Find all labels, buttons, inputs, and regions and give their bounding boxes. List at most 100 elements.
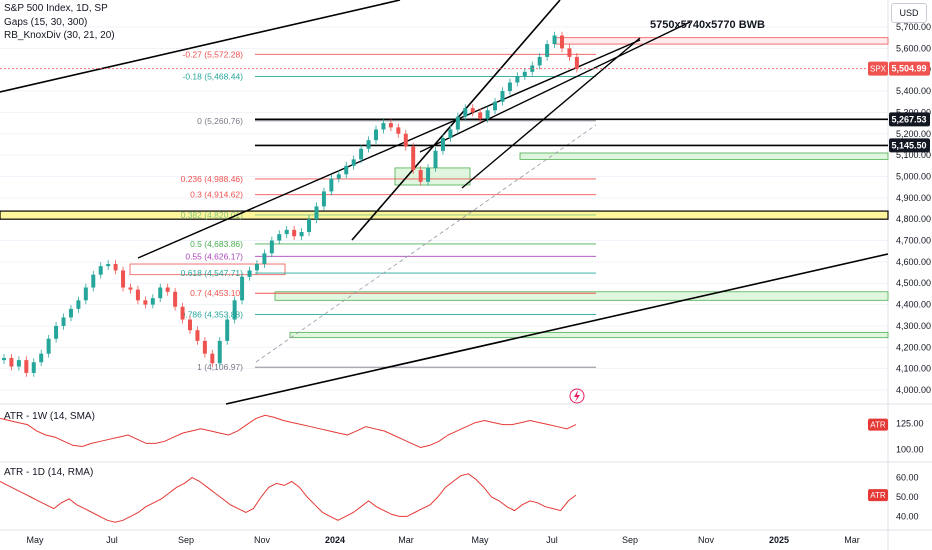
candle-body bbox=[307, 219, 312, 232]
candle-body bbox=[106, 264, 111, 267]
price-axis[interactable]: 4,000.00 4,100.00 4,200.00 4,300.00 4,400.00… bbox=[0, 22, 931, 395]
candle-body bbox=[292, 229, 297, 237]
price-tick-label: 5,000.00 bbox=[896, 171, 931, 181]
trendline bbox=[461, 37, 641, 189]
candle-body bbox=[9, 357, 14, 367]
candle-body bbox=[68, 308, 73, 318]
fib-label: 0.618 (4,547.71) bbox=[181, 268, 244, 278]
candle-body bbox=[545, 44, 550, 57]
candle-body bbox=[574, 56, 579, 69]
time-tick-label: Sep bbox=[622, 535, 638, 545]
fib-label: 0.382 (4,820.01) bbox=[181, 210, 244, 220]
candle-body bbox=[91, 274, 96, 288]
candle-body bbox=[188, 319, 192, 331]
candle-body bbox=[455, 116, 460, 130]
candle-body bbox=[180, 306, 185, 320]
price-tick-label: 5,700.00 bbox=[896, 22, 931, 32]
time-tick-label: May bbox=[26, 535, 44, 545]
fib-label: 0.3 (4,914.62) bbox=[190, 190, 243, 200]
legend-atr-daily[interactable]: ATR - 1D (14, RMA) bbox=[4, 467, 94, 478]
legend-atr-weekly[interactable]: ATR - 1W (14, SMA) bbox=[4, 411, 95, 422]
candle-body bbox=[225, 319, 230, 341]
time-tick-label: Mar bbox=[844, 535, 860, 545]
price-tick-label: 4,500.00 bbox=[896, 278, 931, 288]
fib-label: 0.786 (4,353.88) bbox=[181, 309, 244, 319]
candle-body bbox=[165, 287, 170, 292]
candle-body bbox=[478, 112, 483, 119]
candle-body bbox=[552, 35, 557, 45]
atr-tick-label: 50.00 bbox=[896, 492, 919, 502]
gap-zone bbox=[289, 331, 889, 339]
legend-gaps[interactable]: Gaps (15, 30, 300) bbox=[4, 17, 88, 28]
legend-title[interactable]: S&P 500 Index, 1D, SP bbox=[4, 3, 108, 14]
fib-label: 0 (5,260.76) bbox=[197, 116, 243, 126]
fib-label: -0.27 (5,572.28) bbox=[183, 49, 244, 59]
price-level-label: 5,267.53 bbox=[891, 114, 926, 124]
time-axis[interactable]: May Jul Sep Nov 2024 Mar May Jul Sep Nov 2025 Mar bbox=[26, 535, 859, 545]
candle-body bbox=[202, 340, 207, 354]
bolt-icon-ring bbox=[569, 388, 585, 404]
candle-body bbox=[269, 240, 274, 254]
price-tick-label: 4,300.00 bbox=[896, 321, 931, 331]
fib-label: 0.7 (4,453.10) bbox=[190, 288, 243, 298]
price-tick-label: 4,700.00 bbox=[896, 236, 931, 246]
candle-body bbox=[158, 287, 163, 299]
dashed-projection bbox=[255, 124, 597, 363]
fib-label: 0.236 (4,988.46) bbox=[181, 174, 244, 184]
candle-body bbox=[440, 138, 445, 151]
candle-body bbox=[388, 123, 393, 128]
resistance-zone bbox=[554, 37, 889, 45]
atr-tick-label: 40.00 bbox=[896, 511, 919, 521]
candle-body bbox=[515, 76, 520, 83]
price-tick-label: 4,600.00 bbox=[896, 257, 931, 267]
fib-label: 0.5 (4,683.86) bbox=[190, 239, 243, 249]
candle-body bbox=[39, 353, 44, 363]
atr-badge-label: ATR bbox=[870, 491, 886, 500]
price-level-badge bbox=[889, 112, 930, 127]
last-price-badge bbox=[889, 61, 930, 76]
fib-label: 0.55 (4,626.17) bbox=[185, 251, 243, 261]
price-tick-label: 4,100.00 bbox=[896, 364, 931, 374]
candle-body bbox=[247, 270, 252, 277]
price-level-label: 5,145.50 bbox=[891, 140, 926, 150]
price-tick-label: 4,900.00 bbox=[896, 193, 931, 203]
candle-body bbox=[560, 35, 564, 49]
time-tick-label: Nov bbox=[698, 535, 715, 545]
trendline bbox=[225, 253, 889, 405]
currency-button[interactable]: USD bbox=[891, 3, 927, 23]
candles bbox=[2, 31, 579, 377]
price-tick-label: 5,100.00 bbox=[896, 150, 931, 160]
candle-body bbox=[411, 146, 416, 171]
candle-body bbox=[54, 325, 59, 339]
candle-body bbox=[314, 206, 319, 220]
time-tick-label: 2025 bbox=[769, 535, 789, 545]
atr-badge bbox=[868, 418, 888, 431]
candle-body bbox=[277, 234, 282, 241]
candle-body bbox=[381, 123, 386, 130]
candle-body bbox=[336, 174, 341, 179]
legend-knox[interactable]: RB_KnoxDiv (30, 21, 20) bbox=[4, 30, 115, 41]
candle-body bbox=[113, 264, 118, 271]
candle-body bbox=[16, 360, 21, 367]
trendline bbox=[419, 21, 691, 153]
time-tick-label: Sep bbox=[178, 535, 194, 545]
atr-line bbox=[0, 414, 577, 449]
bolt-icon[interactable] bbox=[569, 388, 585, 404]
atr-badge bbox=[868, 489, 888, 502]
candle-body bbox=[254, 264, 259, 271]
candle-body bbox=[321, 191, 326, 207]
candle-body bbox=[128, 287, 133, 290]
time-tick-label: Jul bbox=[546, 535, 558, 545]
gap-zone bbox=[394, 167, 471, 186]
candle-body bbox=[396, 127, 401, 134]
candle-body bbox=[329, 178, 334, 192]
candle-body bbox=[351, 159, 356, 166]
candle-body bbox=[98, 266, 103, 275]
candle-body bbox=[374, 129, 378, 141]
candle-body bbox=[507, 82, 512, 92]
candle-body bbox=[217, 340, 222, 364]
last-price-symbol: SPX bbox=[870, 65, 887, 74]
trendline bbox=[137, 39, 641, 259]
candle-body bbox=[210, 353, 215, 364]
